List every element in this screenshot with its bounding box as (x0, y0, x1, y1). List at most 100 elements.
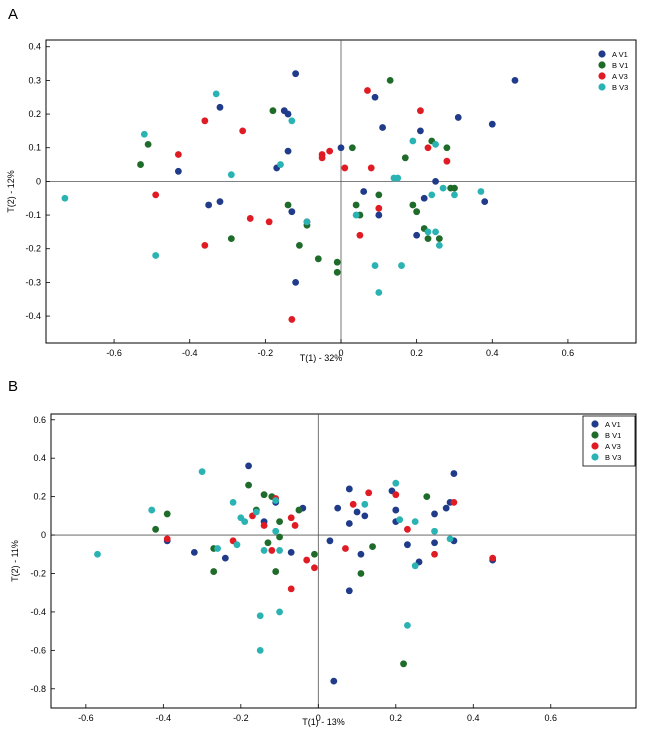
data-point-a-v1 (431, 539, 438, 547)
x-axis-label: T(1) - 13% (302, 717, 345, 727)
data-point-b-v1 (413, 208, 421, 216)
y-tick-label: -0.6 (30, 645, 46, 655)
y-tick-label: -0.2 (30, 568, 46, 578)
data-point-a-v1 (326, 537, 334, 545)
legend-marker (591, 420, 599, 428)
data-point-a-v1 (288, 208, 296, 216)
data-point-a-v1 (413, 231, 421, 239)
y-axis-label: T(2) - 12% (6, 170, 16, 213)
data-point-b-v3 (229, 498, 237, 506)
data-point-b-v3 (140, 130, 148, 138)
data-point-a-v1 (379, 124, 387, 131)
data-point-a-v1 (488, 120, 496, 128)
data-point-b-v1 (227, 235, 235, 243)
legend-label: B V1 (612, 61, 628, 70)
data-point-a-v3 (201, 241, 209, 249)
data-point-b-v3 (392, 479, 400, 487)
data-point-a-v1 (404, 541, 411, 549)
data-point-a-v3 (152, 191, 160, 199)
data-point-a-v3 (341, 164, 349, 172)
y-tick-label: -0.4 (30, 607, 46, 617)
data-point-b-v1 (276, 518, 283, 526)
legend-label: B V1 (605, 431, 621, 440)
y-tick-label: -0.1 (25, 210, 41, 220)
data-point-b-v3 (277, 161, 284, 168)
data-point-a-v1 (360, 188, 368, 195)
data-point-a-v1 (205, 201, 213, 209)
data-point-b-v1 (152, 525, 160, 533)
y-tick-label: -0.2 (25, 244, 41, 254)
data-point-b-v1 (400, 660, 407, 668)
data-point-b-v3 (432, 228, 439, 236)
data-point-b-v3 (256, 646, 264, 654)
data-point-a-v1 (375, 211, 383, 219)
data-point-a-v1 (417, 127, 424, 135)
data-point-b-v1 (163, 510, 171, 518)
data-point-a-v1 (190, 548, 198, 556)
data-point-b-v1 (295, 506, 303, 514)
data-point-b-v3 (446, 535, 454, 543)
panel-letter-b: B (8, 378, 19, 395)
data-point-b-v1 (435, 235, 443, 243)
data-point-b-v3 (409, 137, 417, 145)
data-point-a-v3 (260, 522, 268, 529)
data-point-b-v3 (276, 608, 283, 616)
data-point-b-v1 (260, 491, 268, 499)
legend-marker (598, 83, 606, 91)
data-point-a-v1 (431, 510, 438, 518)
data-point-b-v1 (333, 268, 341, 276)
data-point-a-v1 (284, 147, 292, 155)
data-point-a-v1 (432, 178, 439, 185)
data-point-b-v3 (276, 547, 283, 554)
data-point-a-v3 (287, 514, 295, 522)
data-point-b-v1 (245, 481, 252, 489)
data-point-a-v3 (303, 556, 311, 564)
data-point-a-v3 (392, 491, 400, 499)
data-point-b-v3 (394, 174, 402, 182)
data-point-a-v3 (349, 500, 357, 508)
legend-marker (591, 442, 599, 450)
data-point-b-v3 (375, 289, 383, 296)
data-point-a-v3 (489, 554, 497, 562)
data-point-a-v1 (330, 677, 338, 685)
data-point-b-v1 (264, 539, 272, 547)
data-point-b-v1 (348, 144, 356, 152)
y-tick-label: 0.1 (28, 143, 41, 153)
data-point-a-v1 (221, 554, 229, 562)
legend-label: B V3 (605, 453, 621, 462)
data-point-b-v3 (61, 194, 69, 202)
data-point-b-v3 (260, 547, 268, 554)
legend-marker (598, 50, 606, 58)
y-tick-label: 0 (41, 530, 46, 540)
data-point-a-v3 (404, 525, 411, 533)
data-point-a-v1 (450, 470, 458, 477)
data-point-a-v3 (246, 215, 254, 222)
data-point-a-v1 (345, 485, 353, 493)
data-point-a-v3 (342, 545, 349, 552)
data-point-b-v3 (424, 228, 432, 236)
x-tick-label: -0.4 (182, 348, 198, 358)
y-tick-label: 0.4 (28, 42, 41, 52)
legend-label: A V1 (612, 50, 628, 59)
data-point-a-v3 (268, 547, 276, 554)
x-tick-label: -0.2 (258, 348, 274, 358)
data-point-a-v3 (356, 231, 364, 239)
legend-marker (598, 72, 606, 80)
data-point-b-v3 (241, 518, 249, 526)
data-point-a-v3 (318, 154, 326, 162)
y-axis-label: T(2) - 11% (10, 540, 20, 582)
data-point-b-v1 (451, 184, 458, 192)
x-tick-label: -0.6 (78, 713, 94, 723)
data-point-b-v3 (288, 117, 296, 125)
data-point-a-v1 (337, 144, 345, 152)
plot-frame (50, 413, 637, 709)
data-point-a-v1 (345, 520, 353, 527)
panel-letter-a: A (8, 6, 19, 23)
data-point-b-v1 (443, 144, 451, 152)
data-point-a-v1 (284, 110, 292, 118)
x-tick-label: 0.6 (562, 348, 575, 358)
data-point-a-v1 (334, 504, 342, 512)
data-point-b-v1 (424, 235, 432, 243)
data-point-a-v1 (292, 70, 300, 78)
